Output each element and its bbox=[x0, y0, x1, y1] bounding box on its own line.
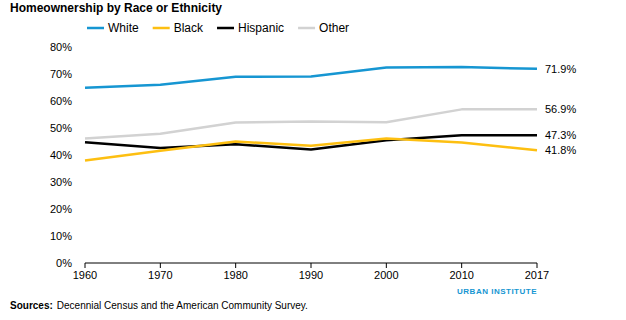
y-tick-label: 80% bbox=[50, 41, 72, 53]
x-tick-label: 1990 bbox=[299, 269, 323, 281]
y-tick-label: 0% bbox=[56, 257, 72, 269]
legend-label: Black bbox=[174, 21, 204, 35]
legend-swatch bbox=[217, 27, 234, 30]
x-tick bbox=[311, 263, 312, 268]
legend-label: Hispanic bbox=[238, 21, 284, 35]
y-tick-label: 20% bbox=[50, 203, 72, 215]
x-tick-label: 2017 bbox=[525, 269, 549, 281]
x-tick bbox=[386, 263, 387, 268]
y-tick-label: 70% bbox=[50, 68, 72, 80]
value-label: 47.3% bbox=[545, 129, 576, 141]
y-tick-label: 40% bbox=[50, 149, 72, 161]
legend-swatch bbox=[153, 27, 170, 30]
x-tick bbox=[160, 263, 161, 268]
y-tick-label: 60% bbox=[50, 95, 72, 107]
x-tick-label: 1960 bbox=[73, 269, 97, 281]
y-tick-label: 10% bbox=[50, 230, 72, 242]
series-line bbox=[85, 139, 537, 161]
x-tick-label: 2000 bbox=[374, 269, 398, 281]
series-line bbox=[85, 67, 537, 88]
value-label: 41.8% bbox=[545, 144, 576, 156]
x-tick-label: 1980 bbox=[223, 269, 247, 281]
y-tick-label: 30% bbox=[50, 176, 72, 188]
x-tick-label: 1970 bbox=[148, 269, 172, 281]
legend-label: White bbox=[108, 21, 139, 35]
value-label: 56.9% bbox=[545, 103, 576, 115]
source-label: Sources: bbox=[10, 300, 53, 311]
x-tick bbox=[537, 263, 538, 268]
legend-swatch bbox=[298, 27, 315, 30]
chart: Homeownership by Race or Ethnicity White B… bbox=[0, 0, 626, 320]
legend-swatch bbox=[87, 27, 104, 30]
value-label: 71.9% bbox=[545, 63, 576, 75]
x-tick bbox=[85, 263, 86, 268]
title: Homeownership by Race or Ethnicity bbox=[10, 1, 222, 15]
legend-label: Other bbox=[319, 21, 349, 35]
credit: URBAN INSTITUTE bbox=[457, 287, 537, 296]
x-tick bbox=[461, 263, 462, 268]
source-text: Decennial Census and the American Commun… bbox=[57, 300, 308, 311]
y-tick-label: 50% bbox=[50, 122, 72, 134]
x-tick-label: 2010 bbox=[449, 269, 473, 281]
plot-area bbox=[85, 67, 537, 160]
source: Sources: Decennial Census and the America… bbox=[10, 300, 308, 311]
x-tick bbox=[235, 263, 236, 268]
